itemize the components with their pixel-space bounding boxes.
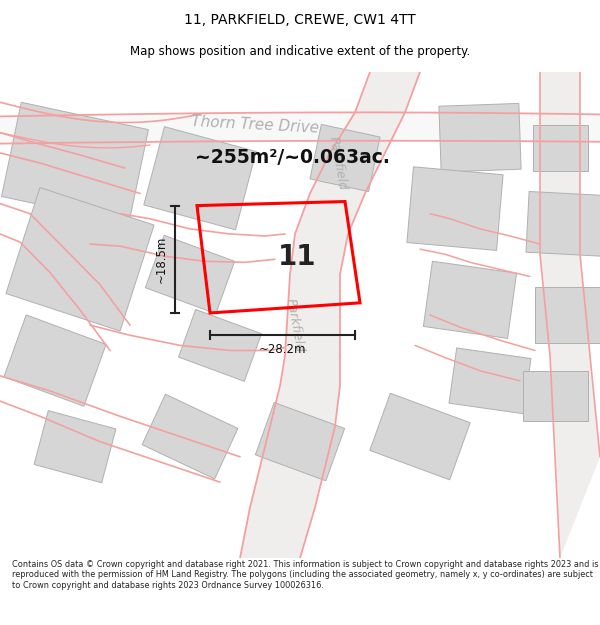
- Polygon shape: [6, 188, 154, 331]
- Text: Contains OS data © Crown copyright and database right 2021. This information is : Contains OS data © Crown copyright and d…: [12, 560, 599, 590]
- Polygon shape: [370, 393, 470, 480]
- Polygon shape: [526, 191, 600, 256]
- Polygon shape: [540, 72, 600, 558]
- Text: Map shows position and indicative extent of the property.: Map shows position and indicative extent…: [130, 44, 470, 58]
- Polygon shape: [310, 124, 380, 191]
- Polygon shape: [240, 72, 420, 558]
- Text: Parkfield: Parkfield: [284, 297, 306, 353]
- Polygon shape: [424, 261, 517, 338]
- Text: 11, PARKFIELD, CREWE, CW1 4TT: 11, PARKFIELD, CREWE, CW1 4TT: [184, 13, 416, 27]
- Text: ~28.2m: ~28.2m: [259, 343, 306, 356]
- Text: Thorn Tree Drive: Thorn Tree Drive: [191, 114, 319, 136]
- Polygon shape: [439, 103, 521, 172]
- Text: Parkfield: Parkfield: [327, 135, 349, 191]
- Polygon shape: [535, 287, 600, 343]
- Polygon shape: [449, 348, 531, 414]
- Polygon shape: [533, 125, 587, 171]
- Polygon shape: [142, 394, 238, 479]
- Polygon shape: [407, 167, 503, 251]
- Text: 11: 11: [278, 243, 316, 271]
- Text: ~255m²/~0.063ac.: ~255m²/~0.063ac.: [195, 149, 390, 168]
- Polygon shape: [179, 309, 262, 381]
- Polygon shape: [34, 411, 116, 482]
- Polygon shape: [523, 371, 587, 421]
- Polygon shape: [144, 127, 256, 230]
- Polygon shape: [2, 102, 148, 224]
- Polygon shape: [256, 402, 344, 481]
- Text: ~18.5m: ~18.5m: [155, 236, 167, 283]
- Polygon shape: [4, 315, 106, 406]
- Polygon shape: [145, 235, 235, 314]
- Polygon shape: [0, 112, 600, 144]
